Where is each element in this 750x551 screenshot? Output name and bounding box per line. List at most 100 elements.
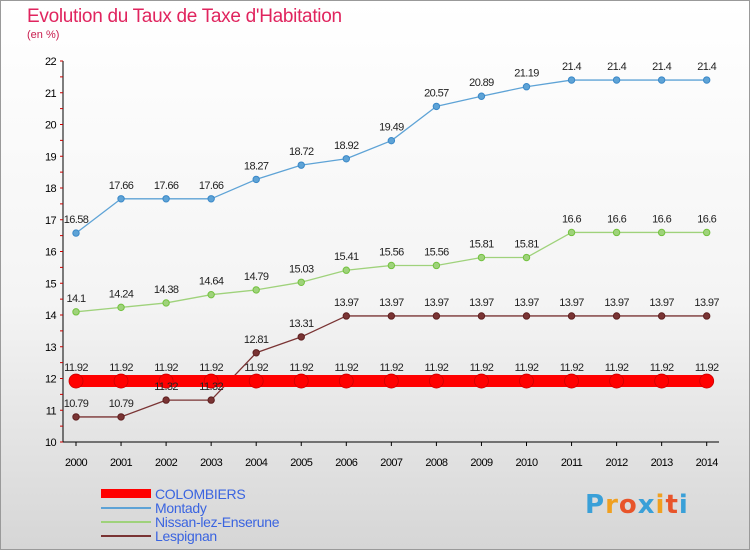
data-point — [162, 195, 170, 203]
y-tick-label: 15 — [45, 278, 57, 290]
data-label: 11.92 — [109, 362, 133, 374]
data-label: 11.92 — [64, 362, 88, 374]
data-point — [477, 92, 486, 100]
data-label: 11.92 — [650, 362, 674, 374]
legend-label: Lespignan — [155, 528, 217, 544]
x-tick-label: 2002 — [155, 457, 178, 469]
data-point — [474, 373, 489, 389]
data-point — [207, 290, 215, 299]
data-point — [609, 373, 624, 389]
data-label: 15.03 — [289, 263, 314, 275]
data-point — [612, 228, 621, 237]
data-point — [72, 308, 80, 316]
data-point — [432, 261, 441, 270]
y-tick-label: 12 — [45, 374, 57, 386]
y-tick-label: 13 — [45, 342, 57, 354]
logo-letter: P — [585, 490, 606, 520]
data-label: 12.81 — [244, 334, 269, 346]
data-point — [297, 333, 305, 341]
logo-letter: t — [665, 490, 679, 520]
y-tick-label: 21 — [45, 88, 57, 100]
x-tick-label: 2001 — [110, 457, 133, 469]
data-label: 11.92 — [470, 362, 494, 374]
data-label: 16.6 — [697, 213, 716, 225]
data-label: 13.97 — [469, 297, 494, 309]
data-point — [387, 136, 396, 145]
data-point — [207, 396, 215, 404]
data-label: 21.4 — [562, 61, 581, 73]
x-tick-label: 2000 — [65, 457, 88, 469]
data-label: 13.31 — [289, 318, 314, 330]
data-label: 21.19 — [514, 68, 539, 80]
x-tick-label: 2006 — [335, 457, 358, 469]
data-point — [72, 413, 80, 421]
data-label: 11.92 — [695, 362, 719, 374]
data-label: 14.38 — [154, 284, 179, 296]
data-point — [703, 76, 711, 84]
data-label: 11.92 — [289, 362, 313, 374]
data-point — [342, 312, 350, 320]
data-point — [477, 253, 486, 262]
data-point — [297, 278, 305, 286]
logo-letter: i — [655, 490, 666, 520]
data-point — [207, 195, 215, 203]
data-point — [432, 312, 441, 320]
data-point — [477, 312, 486, 320]
data-point — [657, 228, 666, 237]
logo-letter: r — [605, 490, 619, 520]
data-point — [158, 373, 174, 389]
data-label: 16.6 — [607, 213, 626, 225]
data-point — [252, 175, 260, 184]
x-tick-label: 2003 — [200, 457, 223, 469]
x-tick-label: 2014 — [696, 457, 719, 469]
data-label: 13.97 — [514, 297, 539, 309]
data-point — [203, 373, 219, 389]
data-label: 21.4 — [652, 61, 671, 73]
data-point — [162, 299, 170, 307]
data-point — [703, 312, 711, 320]
x-tick-label: 2009 — [470, 457, 493, 469]
x-tick-label: 2005 — [290, 457, 313, 469]
y-tick-label: 11 — [46, 405, 57, 417]
y-tick-label: 14 — [45, 310, 57, 322]
legend-label: COLOMBIERS — [155, 486, 246, 502]
x-tick-label: 2008 — [425, 457, 448, 469]
data-label: 11.92 — [199, 362, 223, 374]
data-label: 15.41 — [334, 251, 359, 263]
data-point — [522, 253, 531, 262]
data-label: 11.92 — [560, 362, 584, 374]
data-label: 14.1 — [66, 293, 85, 305]
data-point — [612, 76, 621, 84]
data-label: 17.66 — [154, 180, 179, 192]
data-point — [522, 312, 531, 320]
data-point — [699, 373, 715, 389]
data-point — [248, 373, 264, 389]
x-tick-label: 2007 — [380, 457, 403, 469]
legend-label: Montady — [155, 500, 207, 516]
data-label: 18.27 — [244, 160, 269, 172]
data-label: 11.92 — [515, 362, 539, 374]
legend-swatch — [101, 521, 151, 523]
proxiti-logo: Proxiti — [585, 490, 689, 520]
y-unit-label: (en %) — [27, 29, 60, 41]
data-point — [519, 373, 534, 389]
data-point — [387, 312, 396, 320]
data-label: 13.97 — [559, 297, 584, 309]
data-label: 11.92 — [425, 362, 449, 374]
data-label: 10.79 — [109, 398, 134, 410]
data-label: 21.4 — [607, 61, 626, 73]
data-point — [657, 312, 666, 320]
data-label: 19.49 — [379, 122, 404, 134]
data-label: 11.32 — [199, 381, 223, 393]
data-point — [117, 195, 125, 203]
data-point — [657, 76, 666, 84]
legend-label: Nissan-lez-Enserune — [155, 514, 280, 530]
y-tick-label: 20 — [45, 120, 57, 132]
data-point — [162, 396, 170, 404]
data-label: 15.56 — [424, 246, 449, 258]
data-label: 11.92 — [244, 362, 268, 374]
data-point — [703, 228, 711, 237]
data-label: 21.4 — [697, 61, 716, 73]
data-label: 14.24 — [109, 288, 134, 300]
